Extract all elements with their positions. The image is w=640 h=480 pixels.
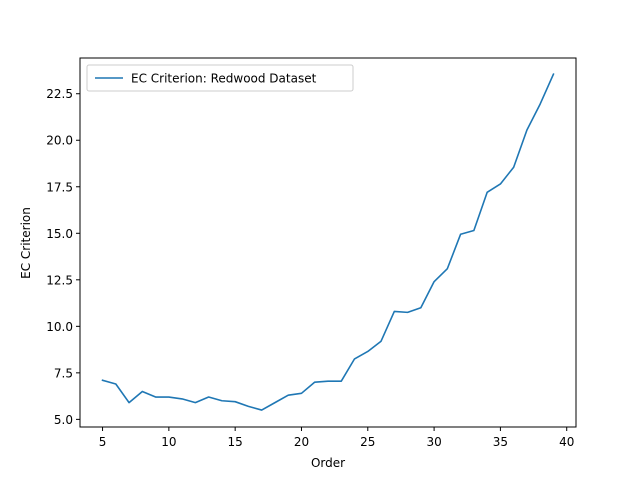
axes: 5 10 15 20 25 30 35 40 5.0 7.5 10.0 12.5 15.0 17.5 20.… [46, 57, 577, 449]
x-axis-label: Order [311, 456, 345, 470]
y-tick-label-0: 5.0 [54, 413, 73, 427]
y-tick-label-6: 20.0 [46, 134, 73, 148]
x-tick-label-5: 5 [99, 435, 107, 449]
x-tick-label-10: 10 [161, 435, 176, 449]
legend: EC Criterion: Redwood Dataset [86, 64, 354, 92]
plot-area [101, 73, 555, 411]
legend-label-0: EC Criterion: Redwood Dataset [131, 72, 317, 86]
x-tick-label-40: 40 [559, 435, 574, 449]
x-tick-label-20: 20 [294, 435, 309, 449]
y-tick-label-2: 10.0 [46, 320, 73, 334]
x-tick-label-15: 15 [228, 435, 243, 449]
y-axis-label: EC Criterion [19, 207, 33, 279]
series-line-0 [101, 73, 555, 411]
y-tick-label-3: 12.5 [46, 273, 73, 287]
y-tick-label-7: 22.5 [46, 87, 73, 101]
y-tick-label-5: 17.5 [46, 180, 73, 194]
y-tick-label-4: 15.0 [46, 227, 73, 241]
axes-frame [79, 57, 577, 428]
x-tick-label-30: 30 [426, 435, 441, 449]
x-tick-label-25: 25 [360, 435, 375, 449]
legend-box [86, 64, 354, 92]
x-tick-label-35: 35 [493, 435, 508, 449]
y-tick-label-1: 7.5 [54, 366, 73, 380]
